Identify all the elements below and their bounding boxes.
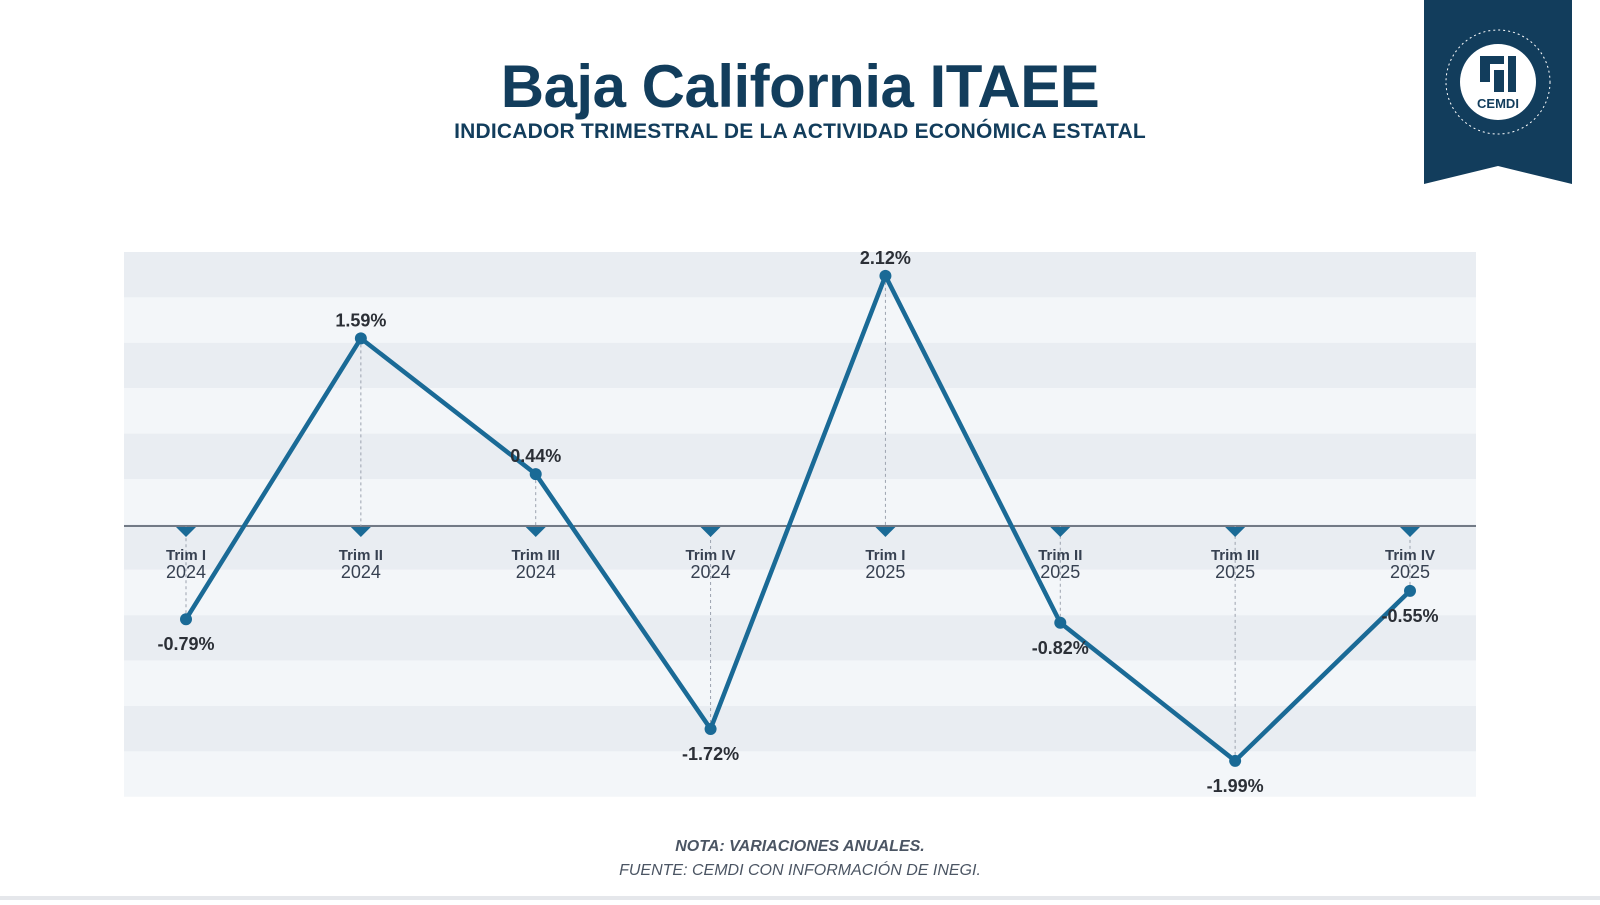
grid-band bbox=[124, 660, 1476, 706]
x-tick-marker bbox=[700, 527, 721, 537]
data-point bbox=[354, 332, 367, 345]
page-subtitle: INDICADOR TRIMESTRAL DE LA ACTIVIDAD ECO… bbox=[454, 120, 1146, 143]
grid-band bbox=[124, 388, 1476, 434]
data-point bbox=[1229, 754, 1242, 767]
grid-band bbox=[124, 751, 1476, 797]
x-tick-label-year: 2025 bbox=[1040, 562, 1080, 582]
data-label: -0.79% bbox=[157, 634, 214, 654]
x-tick-marker bbox=[1400, 527, 1420, 537]
page-title: Baja California ITAEE bbox=[500, 53, 1100, 120]
x-tick-marker bbox=[525, 527, 546, 537]
data-point bbox=[704, 722, 717, 735]
bottom-divider bbox=[0, 896, 1600, 900]
x-tick-label-quarter: Trim II bbox=[1038, 547, 1082, 564]
data-point bbox=[1404, 584, 1416, 597]
grid-band bbox=[124, 252, 1476, 298]
x-tick-label-year: 2024 bbox=[691, 562, 731, 582]
x-tick-marker bbox=[1050, 527, 1071, 537]
x-tick-label-quarter: Trim IV bbox=[686, 547, 736, 564]
x-tick-label-quarter: Trim III bbox=[512, 547, 560, 564]
x-tick-label-quarter: Trim III bbox=[1211, 547, 1259, 564]
x-tick-label-year: 2024 bbox=[516, 562, 556, 582]
x-tick-label-quarter: Trim IV bbox=[1385, 547, 1435, 564]
x-tick-label-year: 2024 bbox=[341, 562, 381, 582]
x-tick-label-year: 2025 bbox=[865, 562, 905, 582]
data-label: -0.82% bbox=[1032, 638, 1089, 658]
x-tick-label-quarter: Trim II bbox=[339, 547, 383, 564]
cemdi-logo-badge: CEMDI bbox=[1424, 0, 1572, 184]
data-point bbox=[879, 269, 892, 282]
data-label: -1.99% bbox=[1207, 776, 1264, 796]
grid-band bbox=[124, 342, 1476, 389]
x-tick-label-year: 2025 bbox=[1390, 562, 1430, 582]
data-point bbox=[180, 613, 192, 626]
grid-band bbox=[124, 433, 1476, 479]
grid-band bbox=[124, 615, 1476, 661]
grid-band bbox=[124, 706, 1476, 752]
grid-band bbox=[124, 524, 1476, 570]
data-point bbox=[529, 468, 542, 481]
data-label: -0.55% bbox=[1381, 606, 1438, 626]
x-tick-marker bbox=[875, 527, 896, 537]
x-tick-label-quarter: Trim I bbox=[865, 547, 905, 564]
x-tick-label-year: 2025 bbox=[1215, 562, 1255, 582]
data-label: 0.44% bbox=[510, 446, 561, 466]
chart-note: NOTA: VARIACIONES ANUALES. bbox=[675, 838, 925, 855]
data-label: 2.12% bbox=[860, 248, 911, 268]
x-tick-label-year: 2024 bbox=[166, 562, 206, 582]
badge-name: CEMDI bbox=[1477, 96, 1519, 111]
series-line bbox=[184, 273, 1412, 764]
data-label: 1.59% bbox=[335, 310, 386, 330]
x-tick-marker bbox=[350, 527, 371, 537]
grid-band bbox=[124, 297, 1476, 343]
grid-band bbox=[124, 569, 1476, 616]
data-point bbox=[1054, 616, 1067, 629]
x-tick-marker bbox=[1225, 527, 1246, 537]
data-label: -1.72% bbox=[682, 744, 739, 764]
x-tick-marker bbox=[176, 527, 196, 537]
x-tick-label-quarter: Trim I bbox=[166, 547, 206, 564]
chart-source: FUENTE: CEMDI CON INFORMACIÓN DE INEGI. bbox=[619, 862, 981, 879]
